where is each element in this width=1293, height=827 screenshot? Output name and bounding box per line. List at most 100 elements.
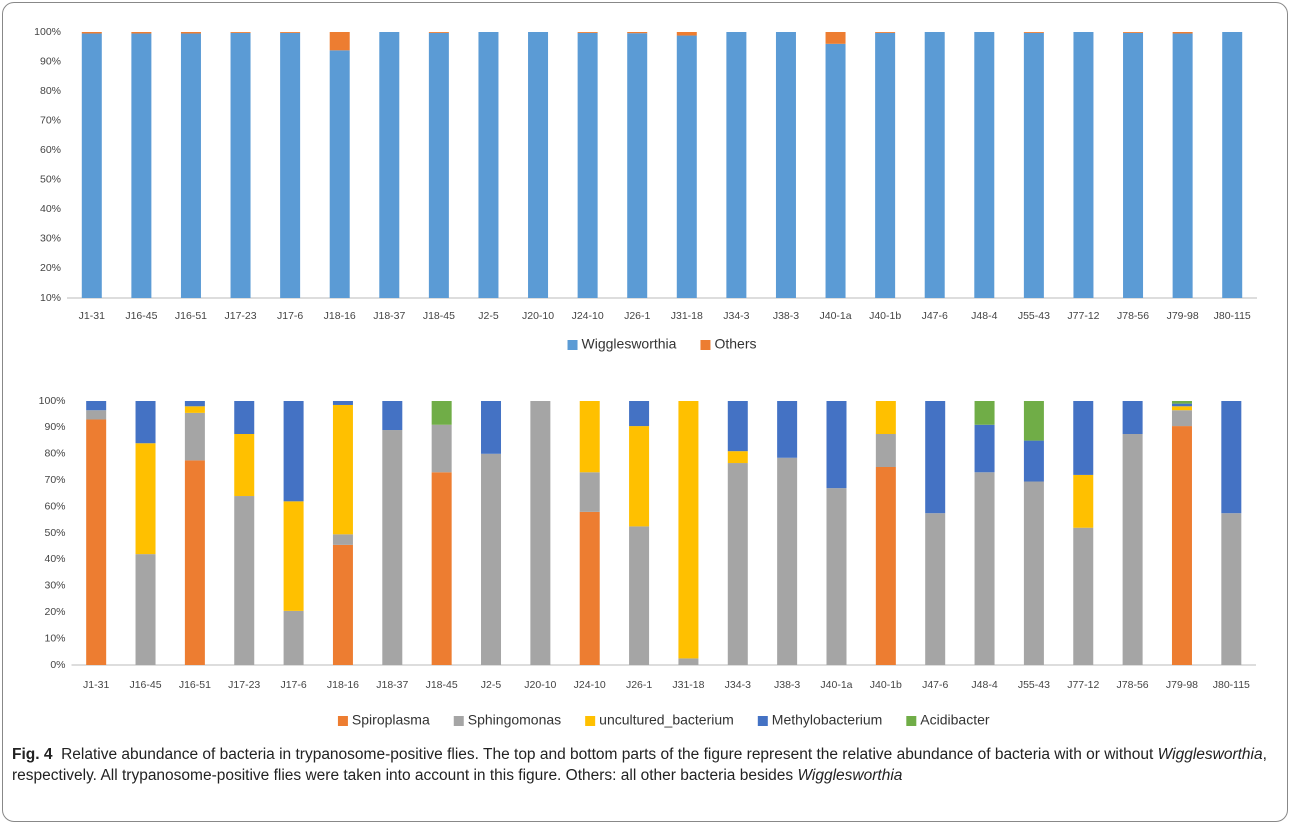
legend-label: Wigglesworthia xyxy=(582,336,677,352)
x-tick-label: J34-3 xyxy=(725,679,751,691)
bar-segment xyxy=(678,658,699,665)
x-tick-label: J79-98 xyxy=(1166,679,1198,691)
y-tick-label: 80% xyxy=(44,448,65,460)
bar-segment xyxy=(579,401,600,473)
bar-segment xyxy=(1171,401,1192,404)
x-tick-label: J16-51 xyxy=(175,310,207,322)
x-tick-label: J47-6 xyxy=(922,679,948,691)
bar-segment xyxy=(825,32,846,44)
y-tick-label: 20% xyxy=(44,606,65,618)
legend-label: Others xyxy=(714,336,756,352)
legend: Wigglesworthia Others xyxy=(567,336,756,352)
y-tick-label: 70% xyxy=(44,474,65,486)
figure: 10% 20% 30% 40% 50% 60% 70% 80% 90% 100% J1-31 J16-… xyxy=(34,26,1257,728)
x-tick-label: J38-3 xyxy=(774,679,800,691)
bar-segment xyxy=(184,401,205,407)
bar-segment xyxy=(184,460,205,665)
x-tick-label: J78-56 xyxy=(1117,679,1149,691)
x-tick-label: J17-6 xyxy=(280,679,306,691)
x-tick-label: J31-18 xyxy=(672,679,704,691)
x-tick-label: J20-10 xyxy=(524,679,556,691)
bar-segment xyxy=(86,419,107,665)
x-tick-label: J18-45 xyxy=(423,310,455,322)
x-tick-label: J17-23 xyxy=(224,310,256,322)
bar-segment xyxy=(131,33,152,298)
x-tick-label: J18-16 xyxy=(327,679,359,691)
x-tick-label: J16-51 xyxy=(179,679,211,691)
bar-segment xyxy=(1172,32,1193,34)
x-tick-label: J26-1 xyxy=(624,310,650,322)
x-tick-label: J40-1a xyxy=(819,310,851,322)
x-tick-label: J48-4 xyxy=(971,310,997,322)
bar-segment xyxy=(1122,401,1143,434)
x-tick-label: J55-43 xyxy=(1018,310,1050,322)
bar-segment xyxy=(332,534,353,545)
bar-segment xyxy=(234,434,255,497)
bar-segment xyxy=(726,32,747,298)
x-tick-label: J40-1a xyxy=(820,679,852,691)
x-tick-label: J2-5 xyxy=(481,679,502,691)
x-tick-label: J79-98 xyxy=(1167,310,1199,322)
bar-segment xyxy=(530,401,551,665)
y-tick-label: 40% xyxy=(44,553,65,565)
caption-text: Fig. 4 xyxy=(12,746,53,763)
y-tick-label: 0% xyxy=(50,659,65,671)
bar-segment xyxy=(329,32,350,51)
caption-text: Relative abundance of bacteria in trypan… xyxy=(52,746,1158,763)
legend: Spiroplasma Sphingomonas uncultured_bacter… xyxy=(337,712,990,728)
y-tick-label: 60% xyxy=(44,500,65,512)
y-tick-label: 70% xyxy=(40,114,61,126)
bar-segment xyxy=(1171,406,1192,411)
x-tick-label: J80-115 xyxy=(1214,310,1251,322)
legend-label: Sphingomonas xyxy=(468,712,561,728)
x-tick-label: J2-5 xyxy=(478,310,499,322)
y-tick-label: 10% xyxy=(40,292,61,304)
y-tick-label: 30% xyxy=(40,233,61,245)
x-tick-label: J77-12 xyxy=(1067,310,1099,322)
bar-segment xyxy=(974,32,995,298)
x-tick-label: J38-3 xyxy=(773,310,799,322)
x-tick-label: J17-6 xyxy=(277,310,303,322)
bar-segment xyxy=(676,35,697,299)
bar-segment xyxy=(135,554,156,665)
bar-segment xyxy=(1073,474,1094,528)
bar-segment xyxy=(629,426,650,527)
bar-segment xyxy=(627,32,648,34)
x-tick-label: J18-37 xyxy=(373,310,405,322)
x-tick-label: J16-45 xyxy=(125,310,157,322)
bar-segment xyxy=(230,32,251,299)
bar-segment xyxy=(1122,434,1143,665)
x-tick-label: J78-56 xyxy=(1117,310,1149,322)
bar-segment xyxy=(1123,32,1144,299)
x-tick-label: J1-31 xyxy=(79,310,105,322)
legend-label: Spiroplasma xyxy=(352,712,430,728)
bar-segment xyxy=(1073,527,1094,665)
bar-segment xyxy=(875,467,896,665)
x-tick-label: J24-10 xyxy=(574,679,606,691)
legend-label: uncultured_bacterium xyxy=(599,712,734,728)
bar-segment xyxy=(280,32,301,33)
bar-segment xyxy=(925,401,946,514)
bar-segment xyxy=(1171,426,1192,665)
bar-segment xyxy=(579,472,600,512)
bar-segment xyxy=(280,32,301,299)
x-tick-label: J55-43 xyxy=(1018,679,1050,691)
legend-swatch xyxy=(453,716,464,726)
bar-segment xyxy=(379,32,400,298)
legend-swatch xyxy=(585,716,596,726)
legend-swatch xyxy=(757,716,768,726)
y-tick-label: 50% xyxy=(44,527,65,539)
bar-segment xyxy=(775,32,796,298)
x-tick-label: J18-45 xyxy=(426,679,458,691)
y-tick-label: 90% xyxy=(44,421,65,433)
bar-segment xyxy=(1073,401,1094,475)
legend-swatch xyxy=(700,340,711,350)
y-tick-label: 60% xyxy=(40,144,61,156)
bar-segment xyxy=(1023,401,1044,441)
bar-segment xyxy=(1073,32,1094,298)
bar-segment xyxy=(1171,403,1192,407)
bar-segment xyxy=(676,32,697,36)
bar-segment xyxy=(875,434,896,467)
